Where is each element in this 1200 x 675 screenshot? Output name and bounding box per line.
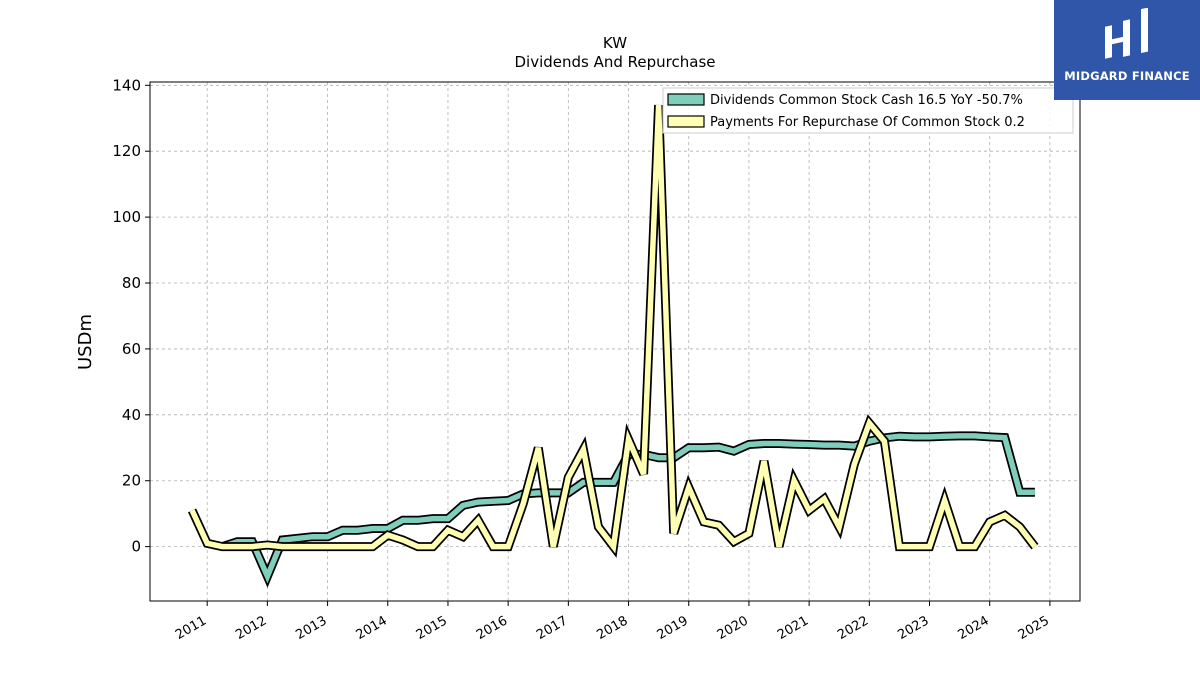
legend-box [662, 87, 1074, 134]
legend-swatch-repurchase [667, 115, 705, 128]
x-tick-label: 2025 [1016, 613, 1052, 643]
chart-ticker: KW [603, 34, 627, 52]
x-tick-label: 2017 [534, 613, 570, 643]
legend-swatch-dividends [667, 93, 705, 106]
chart-title: Dividends And Repurchase [514, 53, 715, 71]
plot-frame [149, 81, 1081, 602]
midgard-logo-icon [1105, 8, 1148, 59]
legend: Dividends Common Stock Cash 16.5 YoY -50… [662, 87, 1074, 134]
x-tick-label: 2012 [233, 613, 269, 643]
y-tick-label: 140 [112, 76, 141, 94]
x-tick-label: 2020 [715, 613, 751, 643]
y-tick-label: 40 [122, 406, 141, 424]
y-axis-label: USDm [75, 314, 96, 370]
brand-logo-text: MIDGARD FINANCE [1064, 69, 1190, 83]
y-tick-label: 20 [122, 472, 141, 490]
legend-label-repurchase: Payments For Repurchase Of Common Stock … [710, 115, 1025, 130]
x-tick-label: 2011 [173, 613, 209, 643]
x-tick-label: 2022 [835, 613, 871, 643]
x-tick-label: 2013 [293, 613, 329, 643]
x-axis: 2011 2012 2013 2014 2015 2016 2017 2018 2019 2020… [173, 601, 1052, 643]
x-tick-label: 2023 [895, 613, 931, 643]
x-tick-label: 2014 [354, 613, 390, 643]
series-layer [188, 104, 1039, 588]
x-tick-label: 2019 [655, 613, 691, 643]
x-tick-label: 2021 [775, 613, 811, 643]
x-tick-label: 2016 [474, 613, 510, 643]
x-tick-label: 2018 [594, 613, 630, 643]
y-tick-label: 120 [112, 142, 141, 160]
y-tick-label: 100 [112, 208, 141, 226]
series-line-1 [189, 104, 1038, 554]
y-axis: 0 20 40 60 80 100 120 140 [112, 76, 150, 556]
legend-label-dividends: Dividends Common Stock Cash 16.5 YoY -50… [710, 93, 1023, 108]
x-tick-label: 2024 [956, 613, 992, 643]
x-tick-label: 2015 [414, 613, 450, 643]
y-tick-label: 0 [131, 538, 141, 556]
y-tick-label: 60 [122, 340, 141, 358]
y-tick-label: 80 [122, 274, 141, 292]
brand-logo: MIDGARD FINANCE [1054, 0, 1200, 100]
